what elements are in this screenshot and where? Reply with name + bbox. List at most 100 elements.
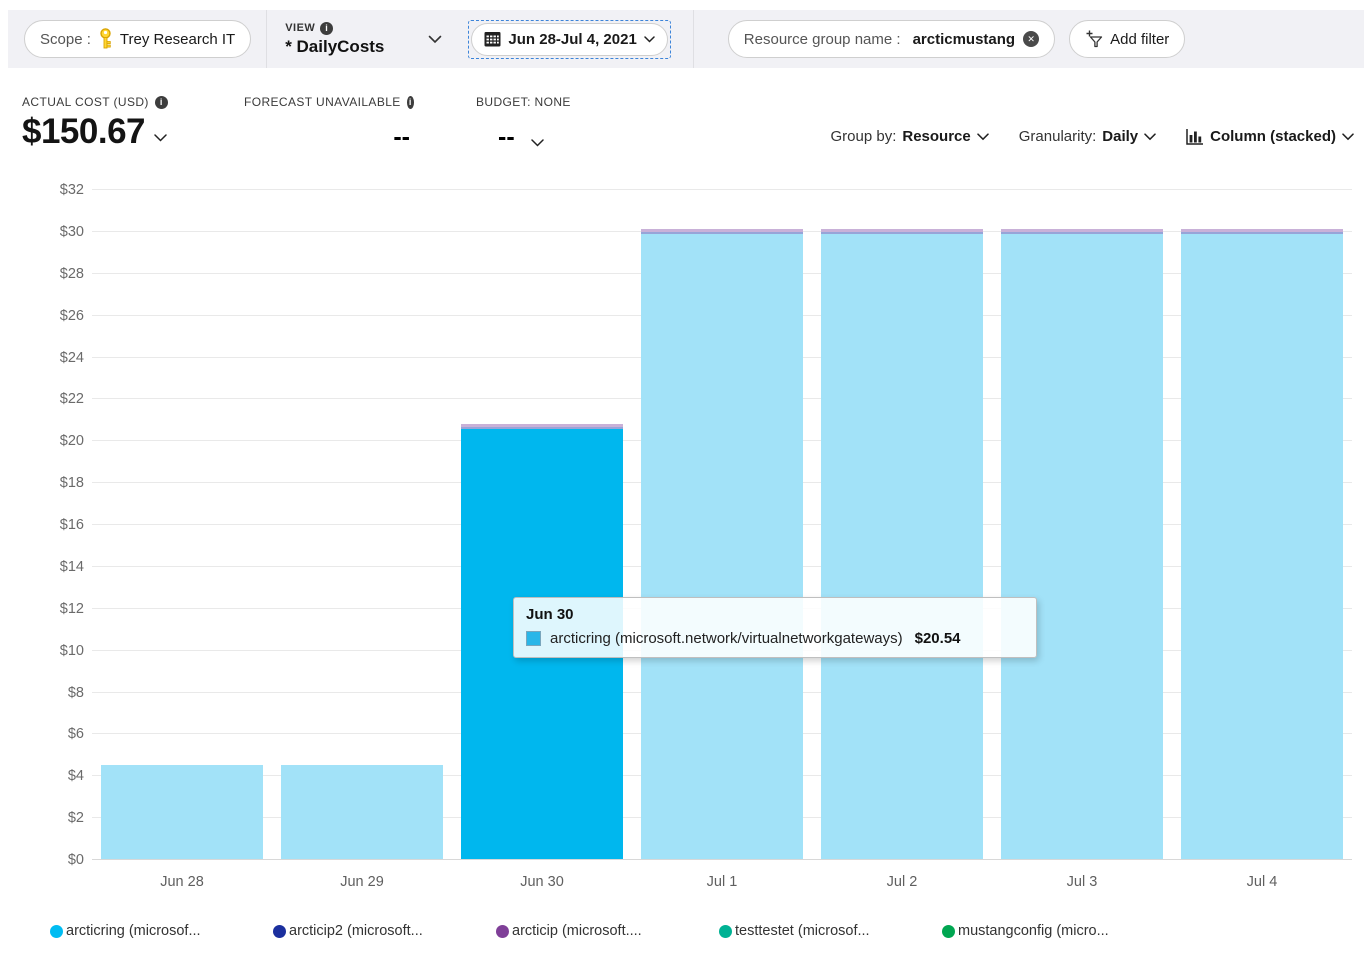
chevron-down-icon[interactable] [530,138,544,147]
group-by-dropdown[interactable]: Group by: Resource [831,128,989,145]
y-tick-label: $22 [59,391,84,408]
remove-filter-icon[interactable]: ✕ [1023,31,1040,47]
y-tick-label: $8 [67,684,84,701]
toolbar-divider [692,10,694,68]
bar-slot [992,190,1172,860]
bar-slot [272,190,452,860]
chevron-down-icon[interactable] [428,35,442,44]
scope-label: Scope : [40,30,91,48]
legend-swatch-icon [719,924,732,938]
bar-slot [92,190,272,860]
date-range-value: Jun 28-Jul 4, 2021 [508,30,637,48]
budget-label: BUDGET: NONE [476,95,571,109]
legend-item[interactable]: arcticip (microsoft.... [496,923,719,939]
bar-segment-arcticip2[interactable] [1181,231,1343,235]
toolbar-divider [266,10,268,68]
bar-jun-29[interactable] [281,764,443,859]
y-tick-label: $16 [59,517,84,533]
forecast-label: FORECAST UNAVAILABLE [244,95,401,109]
info-icon[interactable]: i [320,21,334,35]
y-tick-label: $2 [67,810,84,827]
bar-jul-4[interactable] [1181,229,1343,859]
y-tick-label: $12 [59,600,84,617]
y-tick-label: $14 [59,558,84,575]
bar-segment-arcticring[interactable] [101,764,263,859]
gridline [92,189,1352,190]
info-icon[interactable]: i [406,95,414,109]
chevron-down-icon [1144,132,1156,140]
legend-item[interactable]: arcticring (microsof... [50,923,273,939]
kpi-forecast: FORECAST UNAVAILABLE i -- [244,95,414,152]
x-tick-label: Jun 28 [160,874,204,890]
chevron-down-icon [644,35,655,43]
bar-slot [812,190,992,860]
chart-controls: Group by: Resource Granularity: Daily Co… [831,128,1355,145]
y-axis-labels: $0 $2 $4 $6 $8 $10 $12 $14 $16 $18 $20 $22 $24 $26 $28… [0,182,84,868]
bar-segment-arcticip2[interactable] [641,231,803,235]
bar-segment-arcticring[interactable] [1001,234,1163,859]
bar-segment-arcticip[interactable] [641,229,803,232]
y-tick-label: $32 [59,182,84,198]
bar-segment-arcticip[interactable] [1001,229,1163,232]
date-range-focus-outline: Jun 28-Jul 4, 2021 [468,19,671,59]
granularity-value: Daily [1102,128,1139,145]
filter-pill-label: Resource group name : [743,30,901,48]
cost-chart-plot [92,189,1352,860]
x-tick-label: Jul 3 [1066,874,1098,890]
add-filter-label: Add filter [1110,30,1170,48]
bar-segment-arcticip2[interactable] [461,426,623,429]
legend-swatch-icon [496,924,509,938]
granularity-dropdown[interactable]: Granularity: Daily [1019,128,1156,145]
bar-segment-arcticip2[interactable] [821,231,983,235]
bar-jul-2[interactable] [821,229,983,859]
resource-group-filter-pill[interactable]: Resource group name : arcticmustang ✕ [727,20,1056,58]
add-filter-button[interactable]: Add filter [1069,20,1186,58]
bar-segment-arcticip[interactable] [461,424,623,427]
view-label: VIEW [285,22,316,34]
group-by-label: Group by: [830,128,897,145]
legend-item[interactable]: mustangconfig (micro... [942,923,1165,939]
y-tick-label: $6 [67,726,84,743]
key-icon [100,28,111,49]
legend-swatch-icon [273,924,286,938]
x-tick-label: Jul 4 [1246,874,1278,890]
bar-jun-28[interactable] [101,764,263,859]
y-tick-label: $28 [59,265,84,282]
bar-jul-1[interactable] [641,229,803,859]
bar-jul-3[interactable] [1001,229,1163,859]
bar-segment-arcticring[interactable] [281,764,443,859]
chevron-down-icon [1342,132,1354,140]
bar-segment-arcticip[interactable] [1181,229,1343,232]
legend-item[interactable]: testtestet (microsof... [719,923,942,939]
kpi-budget: BUDGET: NONE -- [476,95,571,152]
scope-value: Trey Research IT [119,30,236,48]
forecast-value: -- [393,123,410,151]
y-tick-label: $20 [59,433,84,450]
chart-type-value: Column (stacked) [1210,128,1336,145]
bar-segment-arcticip2[interactable] [1001,231,1163,235]
chart-legend: arcticring (microsof... arcticip2 (micros… [50,923,1165,939]
chevron-down-icon[interactable] [154,134,167,142]
filter-pill-value: arcticmustang [912,30,1016,48]
actual-cost-label: ACTUAL COST (USD) [22,95,149,109]
group-by-value: Resource [902,128,971,145]
bar-slot [452,190,632,860]
bar-segment-arcticring[interactable] [821,234,983,859]
y-tick-label: $26 [59,307,84,324]
bar-segment-arcticring[interactable] [641,234,803,859]
legend-item[interactable]: arcticip2 (microsoft... [273,923,496,939]
x-tick-label: Jun 30 [520,874,564,890]
bar-segment-arcticring[interactable] [1181,234,1343,859]
gridline [92,859,1352,860]
chevron-down-icon [977,132,989,140]
bar-segment-arcticip[interactable] [821,229,983,232]
chart-type-dropdown[interactable]: Column (stacked) [1186,128,1354,145]
y-tick-label: $24 [59,349,84,366]
date-range-picker[interactable]: Jun 28-Jul 4, 2021 [471,22,668,56]
view-selector[interactable]: VIEW i * DailyCosts [285,21,384,57]
info-icon[interactable]: i [154,95,168,109]
scope-pill[interactable]: Scope : Trey Research IT [24,20,252,58]
x-axis-labels: Jun 28 Jun 29 Jun 30 Jul 1 Jul 2 Jul 3 Jul 4 [92,874,1352,890]
y-tick-label: $18 [59,475,84,492]
